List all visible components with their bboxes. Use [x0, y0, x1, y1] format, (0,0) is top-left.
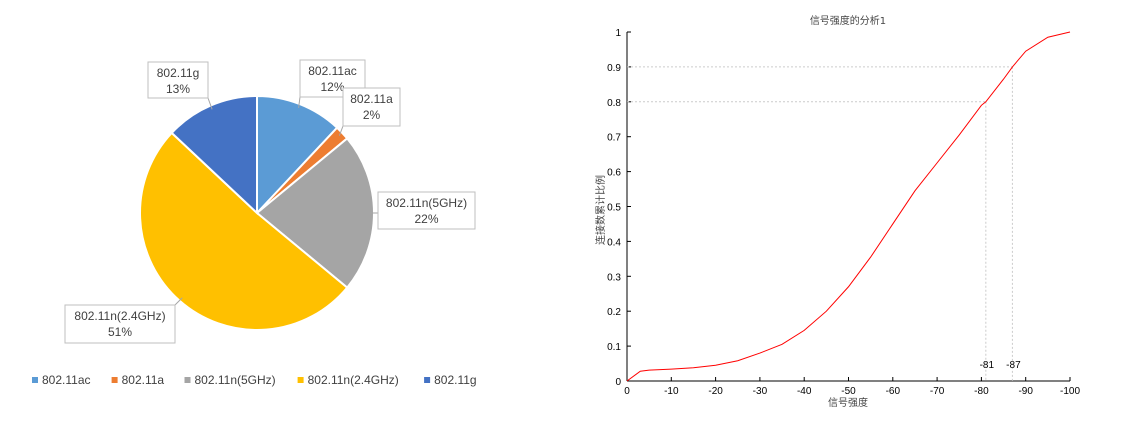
x-tick-label: -30 — [753, 386, 768, 397]
y-tick-label: 1 — [615, 28, 621, 39]
leader-line — [174, 297, 183, 306]
legend-swatch — [184, 377, 191, 383]
pie-legend: 802.11ac 802.11a 802.11n(5GHz) 802.11n(2.4G… — [32, 373, 477, 387]
y-tick-label: 0.9 — [607, 63, 621, 74]
data-label-name: 802.11g — [157, 66, 200, 80]
legend-swatch — [32, 377, 38, 383]
y-axis-label: 连接数累计比例 — [594, 175, 607, 245]
y-tick-label: 0.8 — [607, 98, 621, 109]
y-tick-label: 0.1 — [607, 342, 621, 353]
data-label-percent: 22% — [414, 212, 438, 226]
data-label-name: 802.11n(5GHz) — [386, 196, 467, 210]
data-label-percent: 13% — [166, 82, 190, 96]
line-chart: 信号强度的分析1 信号强度 连接数累计比例 0 0.1 0.2 0.3 0.4 0.5 0.… — [594, 14, 1080, 409]
legend-label: 802.11ac — [42, 373, 91, 387]
x-tick-label: -10 — [664, 386, 679, 397]
data-label-percent: 2% — [363, 108, 381, 122]
data-label-percent: 12% — [320, 80, 344, 94]
data-label-name: 802.11a — [350, 92, 393, 106]
x-tick-label: -50 — [841, 386, 856, 397]
y-tick-label: 0.2 — [607, 307, 621, 318]
x-tick-label: -80 — [974, 386, 989, 397]
legend-label: 802.11n(5GHz) — [195, 373, 276, 387]
pie-labels: 802.11ac 12% 802.11a 2% 802.11n(5GHz) 22% 802.… — [64, 59, 476, 344]
x-tick-label: -70 — [930, 386, 945, 397]
x-tick-label: -100 — [1060, 386, 1080, 397]
legend-swatch — [297, 377, 304, 383]
data-label-box — [147, 61, 209, 99]
leader-line — [298, 96, 301, 108]
leader-line — [338, 125, 344, 136]
y-tick-label: 0.3 — [607, 272, 621, 283]
line-chart-title: 信号强度的分析1 — [810, 14, 886, 27]
y-tick-label: 0.6 — [607, 168, 621, 179]
data-label-percent: 51% — [108, 325, 132, 339]
annotation-label: -87 — [1006, 360, 1021, 371]
x-tick-label: 0 — [624, 386, 630, 397]
y-tick-label: 0.7 — [607, 133, 621, 144]
x-tick-label: -40 — [797, 386, 812, 397]
x-tick-label: -60 — [886, 386, 901, 397]
x-tick-label: -90 — [1018, 386, 1033, 397]
x-tick-label: -20 — [708, 386, 723, 397]
y-tick-label: 0.4 — [607, 237, 621, 248]
x-axis-label: 信号强度 — [828, 396, 868, 409]
data-label-name: 802.11n(2.4GHz) — [74, 309, 165, 323]
annotation-label: -81 — [980, 360, 995, 371]
y-tick-label: 0 — [615, 377, 621, 388]
cdf-line — [626, 31, 1071, 382]
y-tick-label: 0.5 — [607, 203, 621, 214]
legend-label: 802.11g — [434, 373, 477, 387]
leader-line — [207, 97, 213, 110]
data-label-box — [377, 191, 476, 230]
data-label-box — [64, 304, 176, 344]
pie-slice — [256, 94, 339, 216]
legend-label: 802.11n(2.4GHz) — [308, 373, 399, 387]
legend-swatch — [111, 377, 118, 383]
data-label-box — [342, 87, 401, 127]
data-label-name: 802.11ac — [308, 64, 357, 78]
legend-swatch — [424, 377, 431, 383]
pie-chart — [139, 94, 375, 331]
legend-label: 802.11a — [122, 373, 165, 387]
